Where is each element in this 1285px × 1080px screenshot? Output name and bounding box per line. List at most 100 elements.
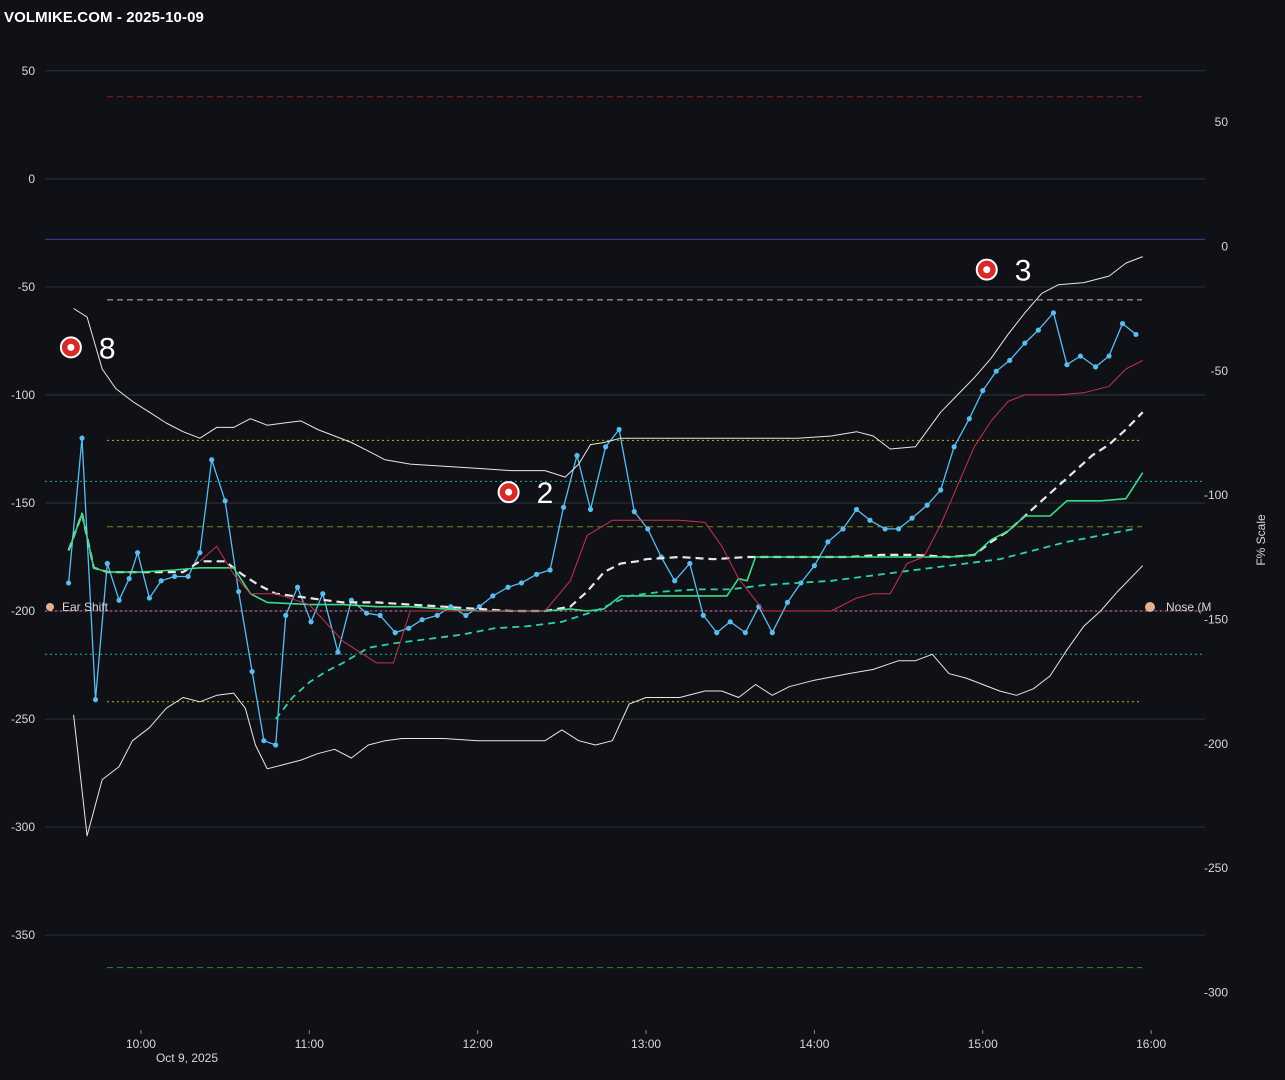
gridlines: [45, 70, 1205, 936]
left-tick-label: -150: [11, 496, 35, 510]
data-point: [1007, 357, 1013, 363]
data-point: [784, 599, 791, 605]
right-tick-label: 0: [1221, 240, 1228, 254]
data-point: [1106, 353, 1112, 359]
data-point: [448, 604, 454, 610]
data-point: [294, 584, 301, 590]
data-point: [236, 588, 242, 595]
series-line: [274, 528, 1135, 720]
nose-label: Nose (M: [1166, 600, 1211, 614]
data-point: [1064, 362, 1070, 368]
data-point: [938, 487, 944, 493]
data-point: [534, 571, 540, 577]
data-point: [769, 630, 775, 636]
data-point: [909, 515, 915, 521]
ear-marker: [46, 603, 54, 611]
data-point: [1077, 353, 1084, 359]
data-point: [419, 617, 425, 623]
data-point: [463, 612, 469, 618]
data-point: [1119, 321, 1126, 327]
data-point: [261, 738, 267, 744]
series-line: [67, 472, 1144, 612]
data-point: [840, 526, 846, 532]
data-point: [603, 444, 609, 450]
data-point: [1092, 364, 1099, 370]
data-point: [197, 550, 203, 556]
series-group: [65, 256, 1144, 837]
x-tick-label: 14:00: [799, 1037, 829, 1051]
data-point: [882, 526, 888, 532]
data-point: [742, 630, 748, 636]
data-point: [505, 584, 511, 590]
data-point: [587, 506, 594, 513]
data-point: [222, 498, 228, 504]
right-axis-label: F% Scale: [1254, 514, 1268, 566]
data-point: [980, 388, 986, 394]
data-point: [616, 426, 622, 433]
data-point: [853, 506, 860, 513]
data-point: [966, 416, 972, 422]
level-label: 2: [537, 477, 554, 510]
data-point: [79, 435, 85, 441]
data-point: [283, 612, 289, 618]
side-labels: Ear Shift Nose (M: [46, 600, 1211, 614]
right-tick-label: -250: [1204, 861, 1228, 875]
data-point: [895, 526, 902, 532]
data-point: [547, 567, 553, 573]
data-point: [924, 502, 930, 508]
left-tick-label: 50: [22, 64, 36, 78]
x-tick-label: 15:00: [968, 1037, 998, 1051]
data-point: [209, 457, 215, 463]
chart-date: - 2025-10-09: [116, 9, 204, 26]
ear-shift-label: Ear Shift: [62, 600, 109, 614]
site-name: VOLMIKE.COM: [4, 9, 113, 26]
data-point: [574, 452, 580, 459]
series-line: [199, 359, 1143, 664]
series-line: [73, 565, 1144, 837]
data-point: [825, 539, 831, 545]
data-point: [560, 504, 567, 510]
data-point: [1133, 331, 1139, 338]
right-tick-label: 50: [1215, 115, 1229, 129]
x-tick-label: 13:00: [631, 1037, 661, 1051]
data-point: [377, 612, 383, 618]
data-point: [146, 595, 152, 601]
data-point: [645, 526, 651, 532]
left-tick-label: -250: [11, 712, 35, 726]
left-tick-label: -300: [11, 820, 35, 834]
data-point: [1035, 327, 1041, 333]
data-point: [1050, 310, 1057, 316]
data-point: [867, 517, 873, 523]
x-axis: 10:00 11:00 12:00 13:00 14:00 15:00 16:00: [126, 1030, 1166, 1051]
level-label: 8: [99, 332, 116, 365]
data-point: [700, 612, 706, 618]
data-point: [134, 550, 141, 556]
data-point: [104, 560, 110, 567]
data-point: [687, 560, 693, 567]
series-line: [67, 411, 1144, 613]
series-line: [67, 312, 1137, 746]
left-tick-label: 0: [28, 172, 35, 186]
data-point: [490, 593, 496, 599]
data-point: [631, 509, 637, 515]
data-point: [116, 597, 122, 603]
x-tick-label: 16:00: [1136, 1037, 1166, 1051]
data-point: [172, 573, 178, 580]
reference-lines: [45, 96, 1205, 969]
data-point: [363, 610, 370, 616]
target-marker-center: [983, 266, 991, 274]
target-marker-center: [67, 343, 75, 351]
data-point: [406, 625, 412, 631]
series-line: [73, 256, 1143, 478]
data-point: [714, 630, 720, 636]
data-point: [672, 578, 678, 584]
right-tick-label: -300: [1204, 986, 1228, 1000]
data-point: [158, 578, 164, 584]
level-label: 3: [1015, 255, 1032, 288]
left-tick-label: -350: [11, 928, 35, 942]
nose-marker: [1145, 602, 1155, 612]
left-tick-label: -200: [11, 604, 35, 618]
right-tick-label: -200: [1204, 737, 1228, 751]
data-point: [185, 573, 191, 580]
